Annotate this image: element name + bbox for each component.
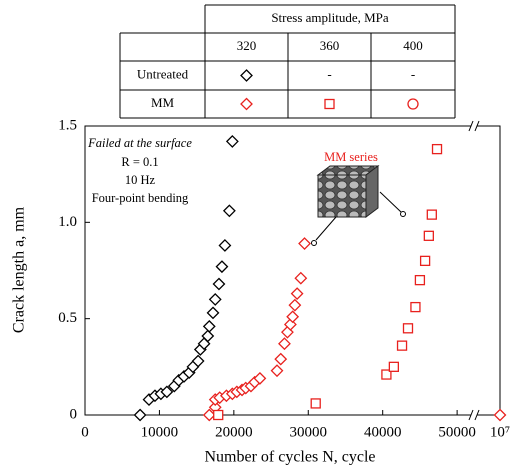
data-point <box>278 337 291 351</box>
data-point <box>410 301 421 313</box>
data-point <box>294 271 308 285</box>
data-point <box>274 352 288 366</box>
data-point <box>253 371 267 385</box>
x-axis-label: Number of cycles N, cycle <box>204 449 375 466</box>
data-point <box>414 274 426 286</box>
legend-marker <box>324 98 335 110</box>
data-point <box>396 340 408 351</box>
annotation: Four-point bending <box>92 191 189 205</box>
y-tick-label: 1.5 <box>58 117 77 133</box>
legend-title: Stress amplitude, MPa <box>271 10 389 25</box>
data-point <box>286 310 300 324</box>
legend-dash: - <box>327 66 331 81</box>
legend-column: 320 <box>237 38 257 53</box>
legend-table <box>119 4 456 119</box>
data-point <box>270 364 284 378</box>
x-tick-label: 30000 <box>290 424 328 440</box>
data-point <box>431 143 443 155</box>
data-point <box>426 209 437 220</box>
callout-tip <box>400 211 406 217</box>
specimen-cube <box>316 165 380 218</box>
axis-break <box>468 120 480 421</box>
x-tick-label: 0 <box>81 424 89 440</box>
data-point <box>298 237 311 250</box>
x-tick-label: 20000 <box>215 424 253 440</box>
data-point <box>215 260 229 274</box>
legend-column: 360 <box>320 38 340 53</box>
y-axis-label: Crack length a, mm <box>11 206 28 333</box>
data-point <box>402 323 414 334</box>
legend-marker <box>407 98 419 110</box>
data-point <box>493 408 507 422</box>
annotation: 10 Hz <box>125 173 156 187</box>
x-tick-label: 40000 <box>364 424 402 440</box>
data-point <box>191 354 205 368</box>
legend-marker <box>240 69 253 82</box>
data-point <box>423 230 434 241</box>
data-point <box>222 204 236 218</box>
legend-marker <box>240 97 253 111</box>
data-point <box>310 398 321 409</box>
y-tick-label: 1.0 <box>58 214 77 230</box>
data-point <box>218 239 232 252</box>
data-point <box>202 408 216 422</box>
data-point <box>213 409 224 421</box>
annotation: R = 0.1 <box>121 155 158 169</box>
data-point <box>212 277 226 291</box>
callout-tip <box>311 240 317 246</box>
y-tick-label: 0 <box>70 406 78 422</box>
legend-column: 400 <box>403 38 423 53</box>
data-point <box>202 319 216 333</box>
plot-frame <box>84 125 501 416</box>
x-tick-label: 10⁷ <box>490 424 510 440</box>
data-point <box>419 255 431 267</box>
callout-arrows <box>315 191 402 241</box>
data-point <box>388 361 400 372</box>
legend-row: MM <box>151 95 175 110</box>
data-point <box>208 292 222 306</box>
annotation: Failed at the surface <box>87 136 192 150</box>
data-point <box>201 329 215 343</box>
x-tick-label: 10000 <box>141 424 179 440</box>
data-point <box>288 298 302 312</box>
x-tick-label: 50000 <box>438 424 476 440</box>
legend-row: Untreated <box>137 66 189 81</box>
annotation: MM series <box>324 150 378 164</box>
data-point <box>206 306 220 320</box>
data-point <box>160 385 174 399</box>
data-point <box>381 369 392 380</box>
data-point <box>290 287 304 301</box>
data-point <box>225 134 239 148</box>
legend-dash: - <box>411 66 415 81</box>
data-point <box>133 408 147 422</box>
y-tick-label: 0.5 <box>58 310 77 326</box>
